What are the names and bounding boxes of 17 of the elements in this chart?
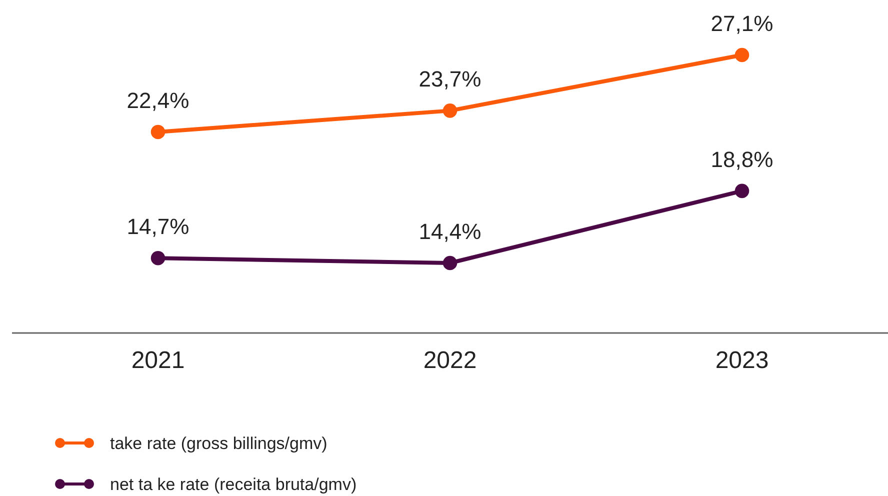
data-label: 18,8% — [710, 146, 774, 172]
point — [442, 256, 458, 270]
data-label: 14,7% — [126, 214, 190, 240]
x-tick-label: 2021 — [131, 347, 185, 374]
x-tick-label: 2022 — [423, 347, 477, 374]
point — [150, 250, 166, 266]
data-label: 23,7% — [418, 66, 482, 92]
legend-label: net ta ke rate (receita bruta/gmv) — [110, 475, 357, 494]
legend-label: take rate (gross billings/gmv) — [110, 434, 328, 453]
point — [150, 124, 166, 140]
data-label: 22,4% — [126, 88, 190, 113]
point — [442, 104, 458, 118]
data-label: 14,4% — [418, 219, 482, 244]
x-tick-label: 2023 — [715, 347, 769, 374]
data-label: 27,1% — [710, 11, 774, 36]
point — [734, 184, 750, 198]
point — [734, 48, 750, 62]
